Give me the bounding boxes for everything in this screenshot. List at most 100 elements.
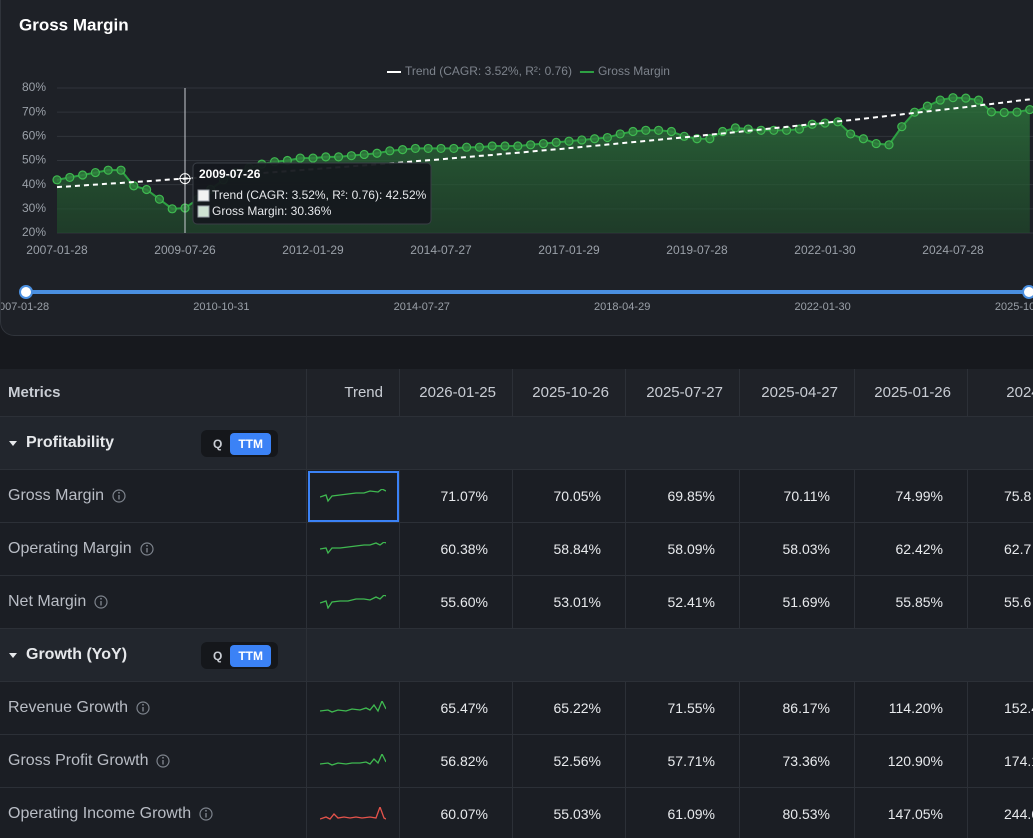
info-dot: [118, 491, 120, 494]
marker: [513, 141, 523, 151]
slider-label: 2010-10-31: [193, 301, 249, 313]
marker: [961, 93, 971, 103]
value: 86.17%: [782, 700, 830, 716]
header-label: 2025-10-26: [532, 384, 609, 401]
marker: [398, 145, 408, 155]
info-circle: [112, 489, 126, 503]
value-cell: 244.6: [968, 788, 1033, 838]
marker: [385, 146, 395, 156]
y-tick-label: 60%: [22, 129, 46, 143]
collapse-arrow[interactable]: [8, 438, 18, 448]
value: 75.8: [1004, 488, 1032, 504]
metric-cell: Operating Margin: [0, 523, 307, 576]
marker: [500, 141, 510, 151]
y-tick-label: 70%: [22, 104, 46, 118]
value: 65.22%: [553, 700, 601, 716]
marker: [730, 123, 741, 133]
chart-title: Gross Margin: [19, 15, 129, 34]
info-icon[interactable]: [156, 754, 171, 768]
value: 244.6: [1004, 806, 1033, 822]
info-icon[interactable]: [199, 807, 213, 821]
marker: [52, 175, 62, 185]
marker: [948, 93, 958, 103]
sparkline-line: [320, 542, 386, 555]
metric-label: Operating Margin: [8, 540, 132, 557]
marker: [602, 132, 613, 143]
value-cell: 75.8: [968, 470, 1033, 523]
value: 61.09%: [667, 806, 715, 822]
marker: [1025, 104, 1033, 115]
x-tick-label: 2024-07-28: [922, 243, 984, 257]
trend-cell[interactable]: [307, 735, 400, 788]
marker: [436, 143, 446, 154]
info-circle: [94, 595, 108, 609]
legend-label: Gross Margin: [598, 64, 670, 78]
value: 55.85%: [895, 594, 943, 610]
y-tick-label: 80%: [22, 80, 46, 94]
value: 62.7: [1004, 541, 1032, 557]
marker: [346, 151, 356, 161]
y-tick-label: 30%: [22, 201, 46, 215]
info-dot: [142, 703, 144, 706]
value-cell: 71.55%: [626, 682, 740, 735]
y-tick-label: 40%: [22, 177, 46, 191]
marker: [564, 136, 574, 146]
value-cell: 65.22%: [513, 682, 626, 735]
value: 55.03%: [553, 806, 601, 822]
chart-card: Gross Margin 20% 30% 40% 50% 60% 70% 80% 2007-0…: [0, 0, 1033, 336]
value-cell: 61.09%: [626, 788, 740, 838]
arrow-shape: [9, 653, 17, 658]
trend-cell[interactable]: [307, 470, 400, 523]
value-cell: 70.11%: [740, 470, 855, 523]
trend-cell[interactable]: [307, 788, 400, 838]
value: 120.90%: [887, 753, 943, 769]
marker: [321, 152, 331, 162]
value: 52.41%: [667, 594, 715, 610]
x-tick-label: 2012-01-29: [282, 243, 344, 257]
marker: [449, 143, 459, 154]
toggle-button[interactable]: TTM: [230, 432, 271, 455]
marker: [922, 101, 933, 111]
trend-cell[interactable]: [307, 682, 400, 735]
marker: [615, 129, 625, 139]
value-cell: 55.85%: [855, 576, 968, 629]
marker: [1012, 107, 1022, 117]
section-fill: [307, 417, 1033, 470]
value: 60.38%: [440, 541, 488, 557]
sparkline-line: [320, 595, 386, 609]
marker: [551, 137, 561, 147]
marker: [666, 126, 677, 137]
value-cell: 58.84%: [513, 523, 626, 576]
marker: [845, 129, 856, 139]
sparkline: [320, 595, 386, 609]
toggle-button[interactable]: Q: [213, 648, 223, 663]
section-title: Growth (YoY): [26, 646, 128, 663]
toggle-button[interactable]: Q: [213, 436, 223, 451]
tooltip-date: 2009-07-26: [199, 167, 261, 181]
marker: [525, 140, 536, 150]
value: 71.55%: [667, 700, 715, 716]
marker: [884, 140, 894, 150]
collapse-arrow[interactable]: [8, 650, 18, 660]
value: 58.03%: [782, 541, 830, 557]
marker: [77, 170, 88, 180]
info-icon[interactable]: [136, 701, 150, 715]
marker: [935, 95, 945, 105]
value-cell: 86.17%: [740, 682, 855, 735]
info-icon[interactable]: [94, 595, 108, 609]
section-title: Profitability: [26, 434, 115, 451]
trend-cell[interactable]: [307, 523, 400, 576]
info-icon[interactable]: [112, 489, 126, 503]
marker: [359, 149, 369, 160]
toggle-button[interactable]: TTM: [230, 644, 271, 667]
slider-label: 2025-10-26: [995, 301, 1033, 313]
marker: [462, 142, 472, 152]
info-icon[interactable]: [140, 542, 154, 556]
value-cell: 152.4: [968, 682, 1033, 735]
trend-cell[interactable]: [307, 576, 400, 629]
header-cell: 2024-10-27: [968, 369, 1033, 417]
info-dot: [100, 597, 103, 600]
marker: [65, 172, 75, 183]
metric-label: Revenue Growth: [8, 699, 129, 716]
